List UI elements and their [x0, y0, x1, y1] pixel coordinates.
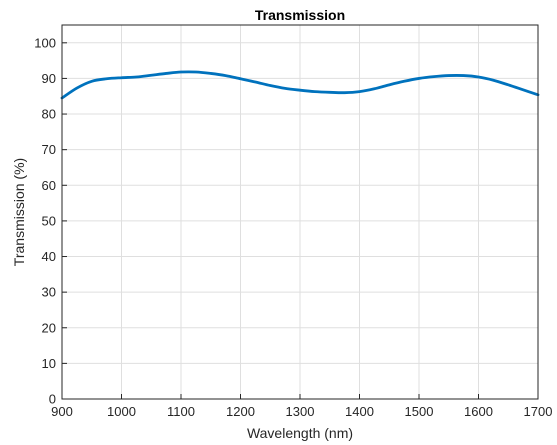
x-tick-label: 1200: [226, 404, 255, 419]
series-layer: [60, 70, 540, 100]
x-tick-label: 1100: [167, 404, 195, 419]
x-axis-label: Wavelength (nm): [247, 425, 353, 441]
ticks: 900 1000 1100 1200 1300 1400 1500 1600 1700 0 10 20…: [34, 35, 552, 419]
x-tick-label: 1700: [524, 404, 553, 419]
transmission-series-line: [60, 70, 540, 100]
y-tick-label: 30: [42, 285, 56, 300]
y-tick-label: 0: [49, 392, 56, 407]
y-tick-label: 50: [42, 213, 56, 228]
x-tick-label: 1500: [405, 404, 434, 419]
y-tick-label: 60: [42, 178, 56, 193]
x-tick-label: 1300: [286, 404, 315, 419]
x-tick-label: 1400: [345, 404, 374, 419]
y-axis-label: Transmission (%): [11, 158, 27, 266]
y-tick-label: 70: [42, 142, 56, 157]
y-tick-label: 90: [42, 71, 56, 86]
y-tick-label: 20: [42, 320, 56, 335]
x-tick-label: 900: [51, 404, 73, 419]
y-tick-label: 80: [42, 107, 56, 122]
x-tick-label: 1600: [464, 404, 493, 419]
y-tick-label: 100: [34, 35, 56, 50]
x-tick-label: 1000: [107, 404, 136, 419]
chart-title: Transmission: [255, 7, 345, 23]
y-tick-label: 40: [42, 249, 56, 264]
y-tick-label: 10: [42, 356, 56, 371]
